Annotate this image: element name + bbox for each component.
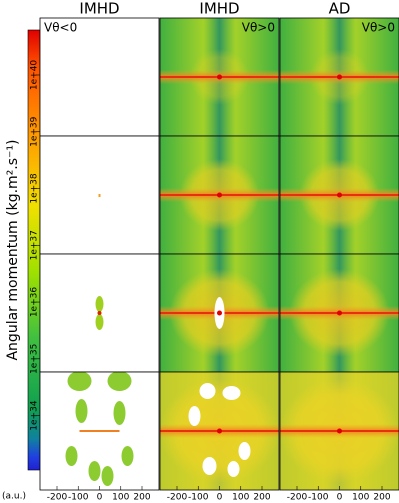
blob	[75, 399, 88, 423]
x-tick-label: -200	[47, 493, 68, 503]
x-tick-label: -200	[167, 493, 188, 503]
hole	[199, 383, 216, 399]
x-tick-label: 100	[112, 493, 129, 503]
column-title: AD	[329, 0, 351, 18]
core	[97, 311, 102, 315]
x-tick-label: 100	[232, 493, 249, 503]
x-tick-label: -200	[287, 493, 308, 503]
core	[217, 74, 222, 80]
x-tick-label: -100	[188, 493, 209, 503]
y-axis-label: Angular momentum (kg.m².s⁻¹)	[5, 139, 21, 360]
panel	[280, 136, 399, 254]
colorbar-tick-label: 1e+40	[30, 60, 40, 91]
core	[337, 74, 342, 80]
hole	[202, 457, 217, 475]
panel	[40, 18, 159, 136]
colorbar-tick-label: 1e+37	[30, 230, 40, 260]
panel	[160, 136, 279, 254]
panel	[40, 136, 159, 254]
x-tick-label: -100	[308, 493, 329, 503]
blob	[95, 314, 104, 330]
hole	[222, 386, 241, 400]
hole	[238, 442, 251, 460]
panel	[280, 18, 399, 136]
x-tick-label: 0	[337, 493, 343, 503]
colorbar-tick-label: 1e+38	[30, 173, 40, 204]
x-tick-label: 0	[217, 493, 223, 503]
column-title: IMHD	[79, 0, 119, 18]
panel-label: Vθ<0	[44, 21, 77, 35]
column-title: IMHD	[199, 0, 239, 18]
colorbar-tick-label: 1e+39	[30, 116, 40, 147]
blob	[95, 296, 104, 312]
colorbar-tick-label: 1e+36	[30, 287, 40, 318]
panel	[280, 372, 399, 490]
blob	[107, 372, 132, 391]
blob	[121, 446, 134, 466]
panel	[160, 254, 279, 372]
colorbar-tick-label: 1e+35	[30, 344, 40, 374]
blob	[113, 401, 126, 425]
blob	[67, 372, 92, 391]
x-tick-label: -100	[68, 493, 89, 503]
panel	[40, 254, 159, 372]
x-tick-label: 200	[133, 493, 150, 503]
core	[217, 192, 222, 198]
core	[337, 310, 342, 316]
panel	[40, 372, 159, 490]
midplane-core	[79, 430, 120, 432]
blob	[88, 461, 101, 481]
x-tick-label: 200	[253, 493, 270, 503]
x-axis-unit: (a.u.)	[2, 492, 26, 502]
panel-bg	[40, 18, 159, 136]
panel-label: Vθ>0	[362, 21, 395, 35]
x-tick-label: 200	[373, 493, 390, 503]
hole	[188, 406, 201, 426]
core	[217, 428, 222, 434]
speck	[98, 194, 101, 197]
hole	[227, 461, 240, 477]
core	[337, 192, 342, 198]
panel	[160, 372, 279, 490]
x-tick-label: 0	[97, 493, 103, 503]
panel-label: Vθ>0	[242, 21, 275, 35]
panel	[280, 254, 399, 372]
core	[337, 428, 342, 434]
blob	[101, 466, 114, 486]
panel	[160, 18, 279, 136]
blob	[65, 446, 78, 466]
x-tick-label: 100	[352, 493, 369, 503]
core	[217, 310, 222, 316]
colorbar-tick-label: 1e+34	[30, 400, 40, 431]
